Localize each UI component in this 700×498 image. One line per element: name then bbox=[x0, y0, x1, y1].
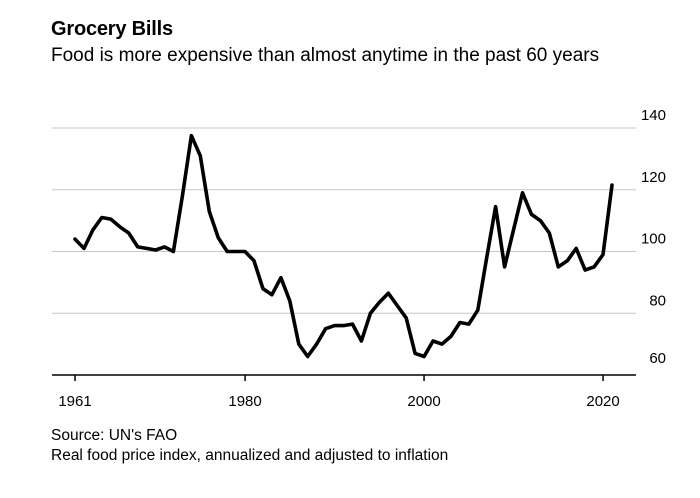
source-note: Source: UN's FAO bbox=[51, 427, 178, 444]
data-point-2002 bbox=[440, 343, 443, 346]
x-tick-label-1961: 1961 bbox=[58, 393, 91, 410]
series-line-0 bbox=[73, 133, 614, 359]
data-point-1999 bbox=[414, 352, 417, 355]
data-point-1991 bbox=[342, 324, 345, 327]
data-point-2012 bbox=[530, 213, 533, 216]
data-point-2003 bbox=[449, 335, 452, 338]
data-point-1979 bbox=[235, 250, 238, 253]
data-point-1990 bbox=[333, 324, 336, 327]
data-point-1970 bbox=[154, 248, 157, 251]
data-point-1984 bbox=[279, 276, 282, 279]
data-point-2011 bbox=[521, 191, 524, 194]
data-point-2013 bbox=[539, 219, 542, 222]
data-point-1992 bbox=[351, 323, 354, 326]
y-tick-label-60: 60 bbox=[649, 350, 666, 367]
data-point-2016 bbox=[566, 259, 569, 262]
data-point-1973 bbox=[181, 194, 184, 197]
data-point-2008 bbox=[494, 205, 497, 208]
x-tick-label-2000: 2000 bbox=[407, 393, 440, 410]
data-point-1971 bbox=[163, 245, 166, 248]
data-point-2015 bbox=[557, 265, 560, 268]
chart-title: Grocery Bills bbox=[51, 18, 173, 40]
data-point-1982 bbox=[261, 287, 264, 290]
methodology-note: Real food price index, annualized and ad… bbox=[51, 447, 449, 464]
data-point-1978 bbox=[226, 250, 229, 253]
data-point-2006 bbox=[476, 309, 479, 312]
data-point-1966 bbox=[118, 225, 121, 228]
data-point-2009 bbox=[503, 265, 506, 268]
data-point-1980 bbox=[244, 250, 247, 253]
line-chart: 60 80 100 120 140 1961 1980 2000 2020 bbox=[52, 107, 666, 410]
data-point-1968 bbox=[136, 245, 139, 248]
data-point-1967 bbox=[127, 231, 130, 234]
data-point-2017 bbox=[575, 247, 578, 250]
data-point-2020 bbox=[602, 253, 605, 256]
data-point-2000 bbox=[423, 355, 426, 358]
data-point-1976 bbox=[208, 210, 211, 213]
data-point-1986 bbox=[297, 343, 300, 346]
x-tick-label-2020: 2020 bbox=[586, 393, 619, 410]
data-point-1987 bbox=[306, 355, 309, 358]
y-tick-label-140: 140 bbox=[641, 107, 666, 124]
data-point-1988 bbox=[315, 343, 318, 346]
data-point-1965 bbox=[109, 218, 112, 221]
data-point-1977 bbox=[217, 236, 220, 239]
data-point-1961 bbox=[74, 238, 77, 241]
data-point-1994 bbox=[369, 312, 372, 315]
x-tick-label-1980: 1980 bbox=[228, 393, 261, 410]
chart-footer: Source: UN's FAO Real food price index, … bbox=[51, 426, 448, 466]
data-point-1964 bbox=[100, 216, 103, 219]
data-point-1972 bbox=[172, 250, 175, 253]
data-point-1985 bbox=[288, 299, 291, 302]
data-point-1998 bbox=[405, 316, 408, 319]
data-point-1995 bbox=[378, 301, 381, 304]
data-point-1962 bbox=[82, 247, 85, 250]
data-point-2021 bbox=[611, 184, 614, 187]
data-point-2019 bbox=[593, 265, 596, 268]
y-tick-label-80: 80 bbox=[649, 292, 666, 309]
data-point-2010 bbox=[512, 228, 515, 231]
data-point-1997 bbox=[396, 304, 399, 307]
data-point-1974 bbox=[190, 134, 193, 137]
data-point-1981 bbox=[253, 259, 256, 262]
data-point-2018 bbox=[584, 269, 587, 272]
data-point-1975 bbox=[199, 154, 202, 157]
data-point-1969 bbox=[145, 247, 148, 250]
data-point-2005 bbox=[467, 323, 470, 326]
y-tick-label-120: 120 bbox=[641, 169, 666, 186]
data-point-1996 bbox=[387, 292, 390, 295]
y-tick-label-100: 100 bbox=[641, 231, 666, 248]
data-point-1983 bbox=[270, 293, 273, 296]
data-point-2007 bbox=[485, 256, 488, 259]
chart-subtitle: Food is more expensive than almost anyti… bbox=[51, 45, 600, 66]
data-point-2014 bbox=[548, 231, 551, 234]
data-point-1993 bbox=[360, 340, 363, 343]
data-point-1989 bbox=[324, 327, 327, 330]
data-point-1963 bbox=[91, 228, 94, 231]
data-point-2004 bbox=[458, 321, 461, 324]
data-point-2001 bbox=[432, 340, 435, 343]
